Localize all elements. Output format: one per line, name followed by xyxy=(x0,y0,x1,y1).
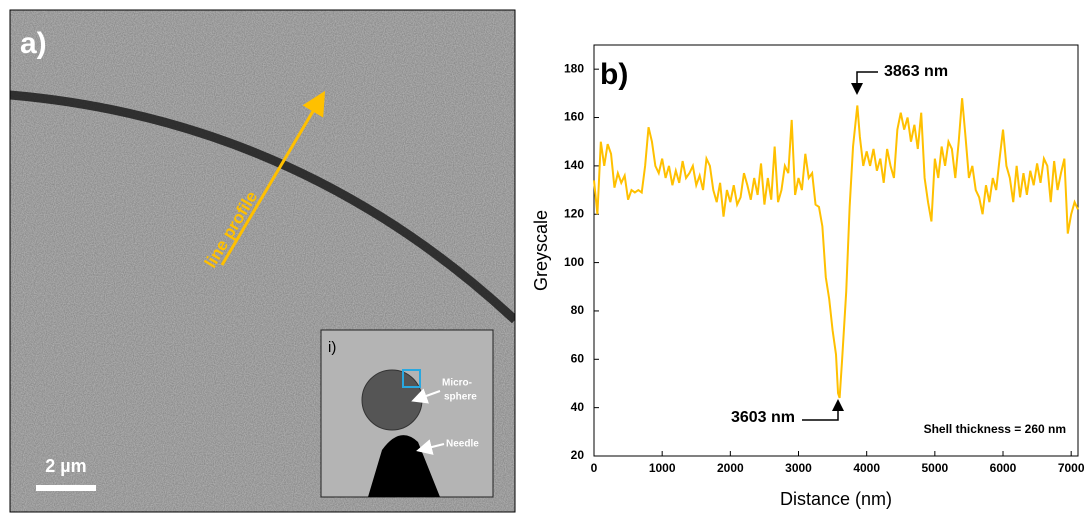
x-axis-label: Distance (nm) xyxy=(780,489,892,509)
scale-bar xyxy=(36,485,96,491)
needle xyxy=(368,435,440,497)
y-axis-label: Greyscale xyxy=(531,210,551,291)
inset-text: sphere xyxy=(444,392,477,403)
x-tick-label: 1000 xyxy=(649,461,676,475)
x-tick-label: 7000 xyxy=(1058,461,1085,475)
y-tick-label: 20 xyxy=(571,448,585,462)
inset-text: Needle xyxy=(446,439,479,450)
annotation-arrow xyxy=(851,71,878,95)
inset-label: i) xyxy=(328,339,336,356)
x-tick-label: 3000 xyxy=(785,461,812,475)
micrograph-border xyxy=(9,9,516,513)
y-tick-label: 60 xyxy=(571,351,585,365)
scale-bar-label: 2 µm xyxy=(45,456,86,476)
x-tick-label: 2000 xyxy=(717,461,744,475)
plot-frame xyxy=(593,44,1079,457)
line-profile-arrow xyxy=(220,90,326,266)
y-tick-label: 120 xyxy=(564,206,584,220)
y-tick-label: 180 xyxy=(564,61,584,75)
x-tick-label: 4000 xyxy=(853,461,880,475)
y-tick-label: 100 xyxy=(564,255,584,269)
inset: i) Micro- sphere Needle xyxy=(320,329,494,498)
y-tick-label: 40 xyxy=(571,400,585,414)
panel-label: a) xyxy=(20,27,47,60)
chart: 20 40 60 80 100 120 140 160 180 0 1000 2000 3000 4000… xyxy=(531,44,1085,509)
inset-text: Micro- xyxy=(442,378,472,389)
annotation: 3603 nm xyxy=(731,409,795,426)
data-line xyxy=(593,98,1079,399)
y-tick-label: 140 xyxy=(564,158,584,172)
micrograph-panel: line profile a) 2 µm i) Micro- sphere Ne… xyxy=(10,10,515,512)
pointer xyxy=(416,439,445,455)
x-tick-label: 5000 xyxy=(921,461,948,475)
inset-roi xyxy=(402,369,421,388)
annotation-arrow xyxy=(802,399,844,421)
microsphere xyxy=(361,369,423,431)
pointer xyxy=(411,388,441,404)
annotation: 3863 nm xyxy=(884,63,948,80)
x-tick-label: 6000 xyxy=(990,461,1017,475)
annotation: Shell thickness = 260 nm xyxy=(924,422,1066,436)
y-tick-label: 80 xyxy=(571,303,585,317)
y-tick-label: 160 xyxy=(564,110,584,124)
x-tick-label: 0 xyxy=(591,461,598,475)
panel-label: b) xyxy=(600,58,628,91)
